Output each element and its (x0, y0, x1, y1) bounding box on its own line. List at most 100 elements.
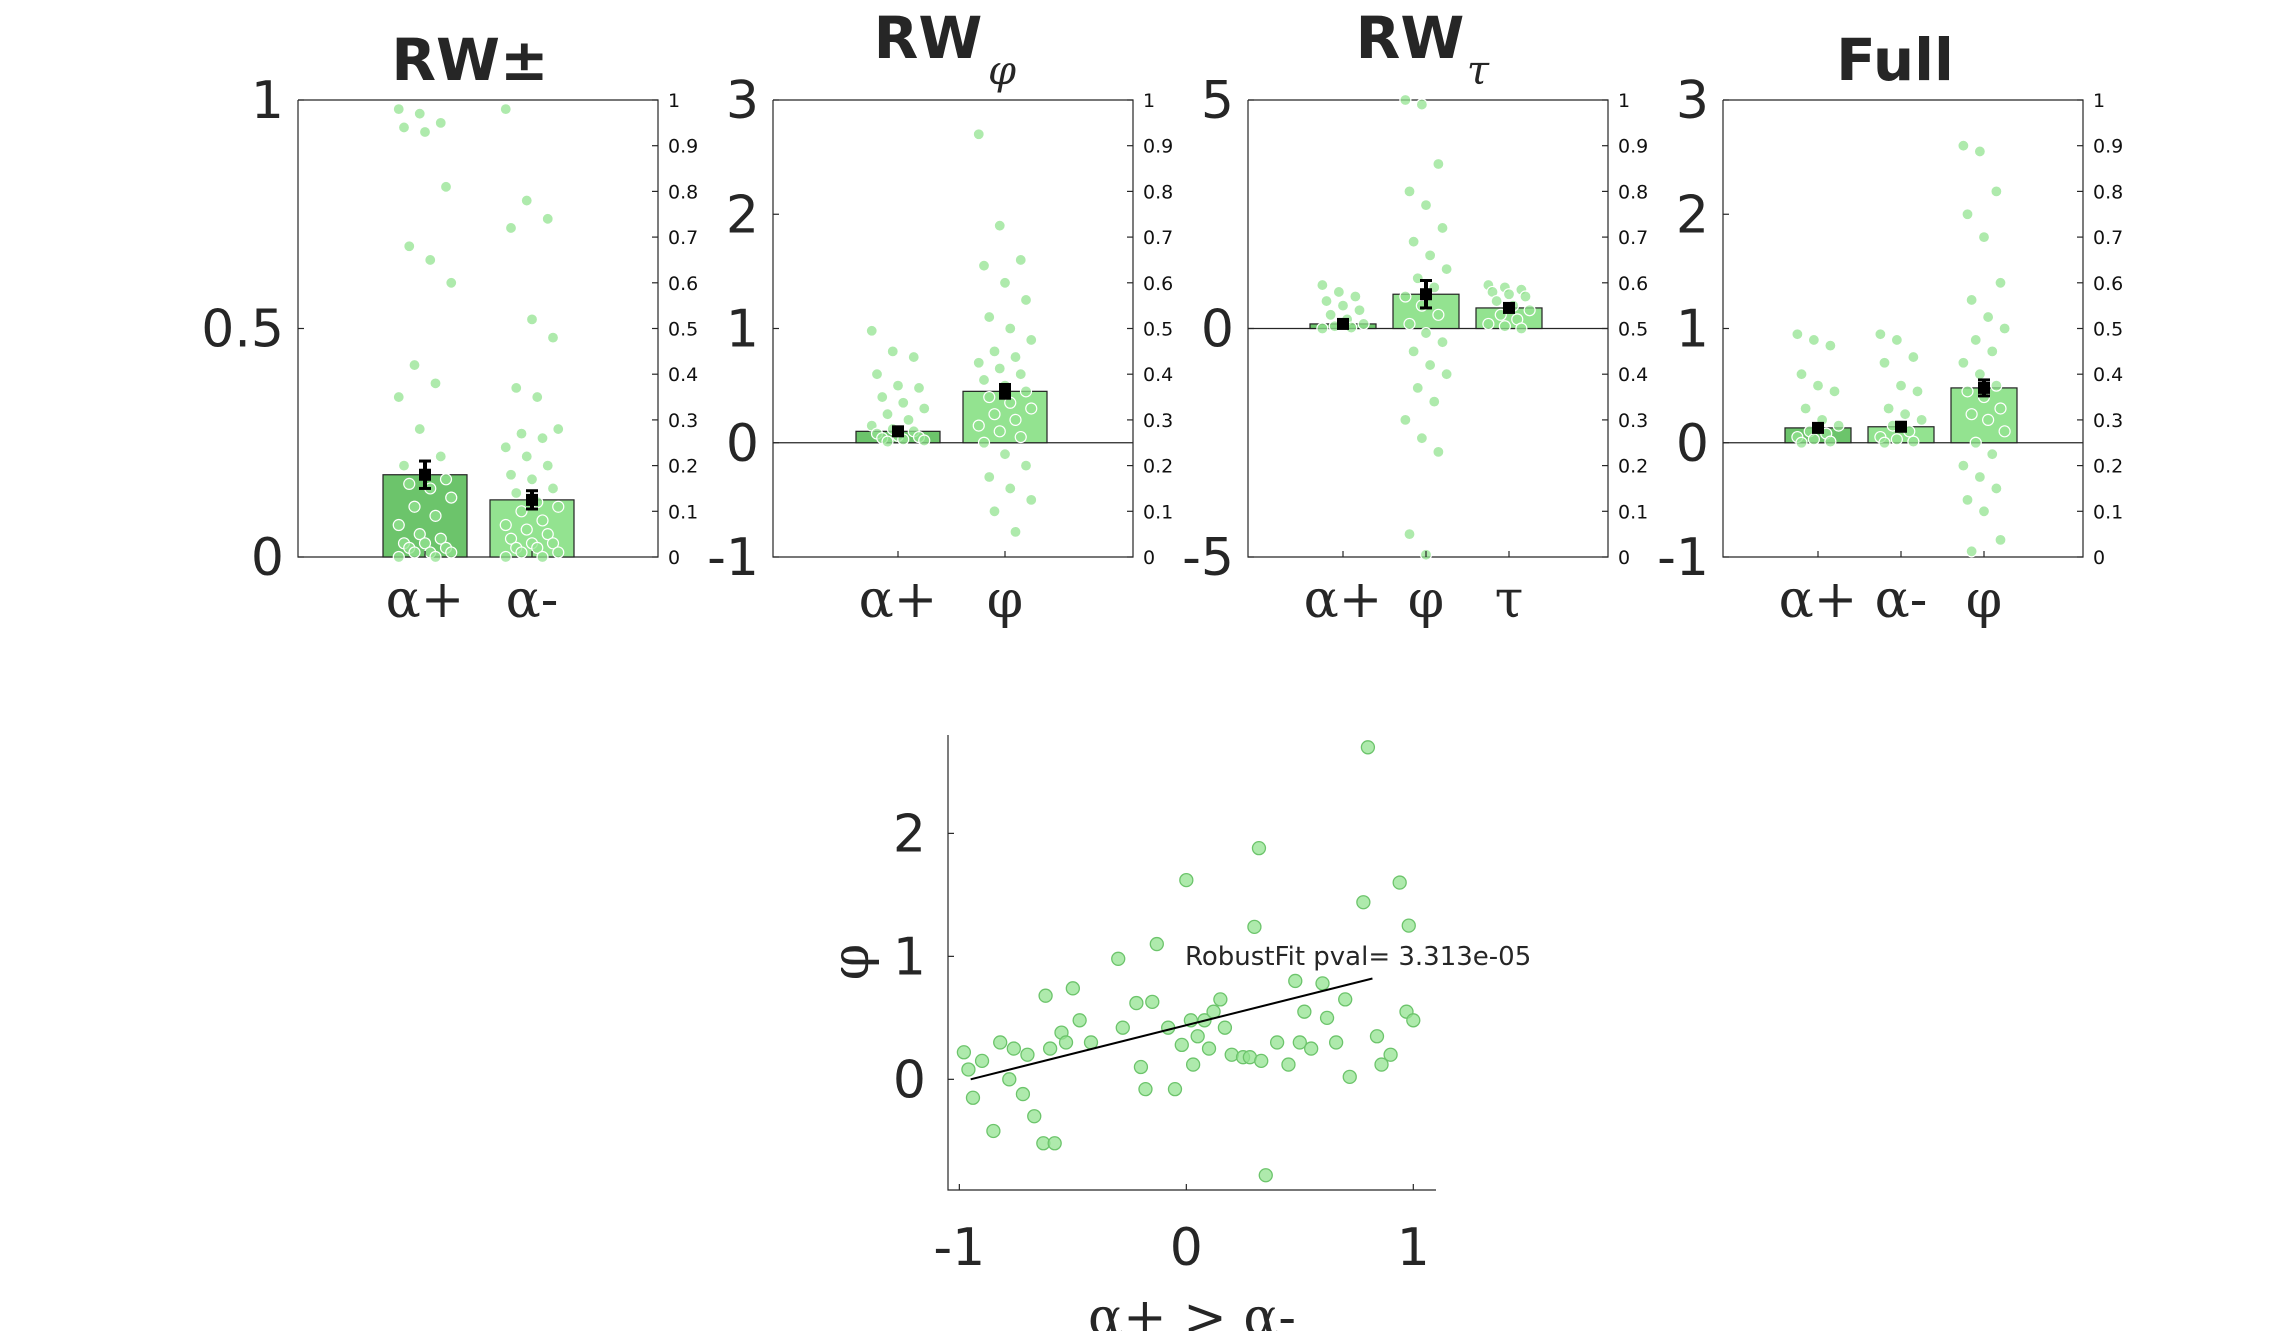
scatter-point (1213, 992, 1228, 1007)
scatter-point (1338, 992, 1353, 1007)
data-point (1998, 322, 2011, 335)
data-point (1832, 419, 1845, 432)
data-point (510, 486, 523, 500)
axis-frame (772, 99, 1134, 558)
right-tick-label: 0.8 (668, 181, 698, 203)
panel-title: RW± (391, 26, 548, 94)
scatter-point (965, 1090, 981, 1105)
y-tick-label: 0 (1201, 300, 1234, 360)
right-tick-label: 1 (2093, 90, 2105, 112)
data-point (1994, 533, 2007, 546)
data-point (434, 116, 447, 129)
data-point (1009, 413, 1022, 426)
data-point (1977, 231, 1991, 244)
category-label: τ (1495, 570, 1524, 630)
right-tick-label: 0.6 (1143, 273, 1173, 295)
data-point (1014, 368, 1027, 381)
data-point (1990, 482, 2003, 495)
scatter-point (1217, 1020, 1233, 1035)
category-label: φ (1966, 570, 2002, 630)
data-point (1965, 545, 1978, 558)
data-point (1025, 333, 1038, 347)
data-point (1025, 493, 1038, 506)
scatter-point (1138, 1082, 1153, 1097)
data-point (504, 468, 518, 481)
data-point (1969, 333, 1982, 347)
panel-title-subscript: φ (988, 48, 1016, 94)
right-tick-label: 0.4 (1618, 364, 1648, 386)
data-point (1399, 413, 1412, 426)
data-point (397, 459, 411, 472)
data-point (1807, 333, 1820, 347)
data-point (552, 422, 565, 436)
scatter-point (1258, 1168, 1273, 1183)
data-point (445, 491, 458, 504)
data-point (1357, 317, 1370, 331)
right-tick-label: 0.7 (2093, 227, 2123, 249)
right-tick-label: 0.8 (2093, 181, 2123, 203)
data-point (1432, 157, 1445, 171)
data-point (1824, 435, 1837, 448)
scatter-point (1111, 951, 1126, 966)
y-tick-label: 3 (1676, 71, 1709, 131)
data-point (536, 550, 549, 564)
scatter-point (1020, 1047, 1035, 1062)
data-point (1799, 402, 1812, 415)
scatter-point (1356, 895, 1371, 910)
scatter-point (1006, 1041, 1021, 1056)
mean-marker (1503, 301, 1515, 314)
right-tick-label: 0.5 (1618, 319, 1648, 341)
data-point (1415, 432, 1428, 445)
scatter-point (961, 1062, 976, 1077)
data-point (536, 514, 549, 527)
data-point (988, 345, 1001, 358)
data-point (1403, 185, 1416, 198)
mean-marker (1895, 420, 1907, 433)
data-point (515, 505, 528, 518)
data-point (408, 546, 421, 559)
data-point (1316, 278, 1329, 292)
data-point (1399, 290, 1412, 303)
scatter-point (1015, 1086, 1031, 1102)
data-point (1990, 185, 2003, 198)
scatter-point (1251, 840, 1267, 856)
data-point (1994, 276, 2007, 289)
right-tick-label: 0.6 (2093, 273, 2123, 295)
data-point (918, 434, 931, 447)
data-point (1990, 379, 2003, 392)
scatter-point (1269, 1035, 1285, 1050)
data-point (499, 518, 512, 532)
data-point (1961, 493, 1974, 506)
data-point (1424, 249, 1437, 262)
scatter-point (1297, 1004, 1312, 1019)
data-point (1004, 482, 1017, 495)
data-point (408, 500, 421, 513)
data-point (392, 390, 405, 404)
category-label: α+ (859, 570, 938, 630)
data-point (1824, 339, 1837, 352)
scatter-point (1406, 1013, 1421, 1028)
data-point (418, 537, 432, 550)
data-point (1436, 336, 1449, 349)
data-point (1324, 308, 1337, 321)
data-point (552, 500, 565, 513)
data-point (1795, 368, 1808, 381)
y-axis-label: φ (821, 944, 881, 980)
data-point (972, 419, 985, 432)
scatter-point (1342, 1069, 1357, 1085)
scatter-point (1133, 1059, 1149, 1075)
y-tick-label: 2 (726, 185, 759, 245)
right-tick-label: 0.3 (2093, 410, 2123, 432)
data-point (1436, 221, 1449, 235)
right-tick-label: 0.4 (668, 364, 698, 386)
mean-marker (892, 425, 904, 438)
data-point (552, 546, 565, 559)
data-point (536, 432, 549, 445)
mean-marker (1337, 317, 1349, 330)
right-tick-label: 0 (1143, 547, 1155, 569)
data-point (403, 477, 416, 490)
scatter-point (1185, 1057, 1201, 1072)
right-tick-label: 0.2 (2093, 456, 2123, 478)
scatter-point (1401, 918, 1416, 933)
